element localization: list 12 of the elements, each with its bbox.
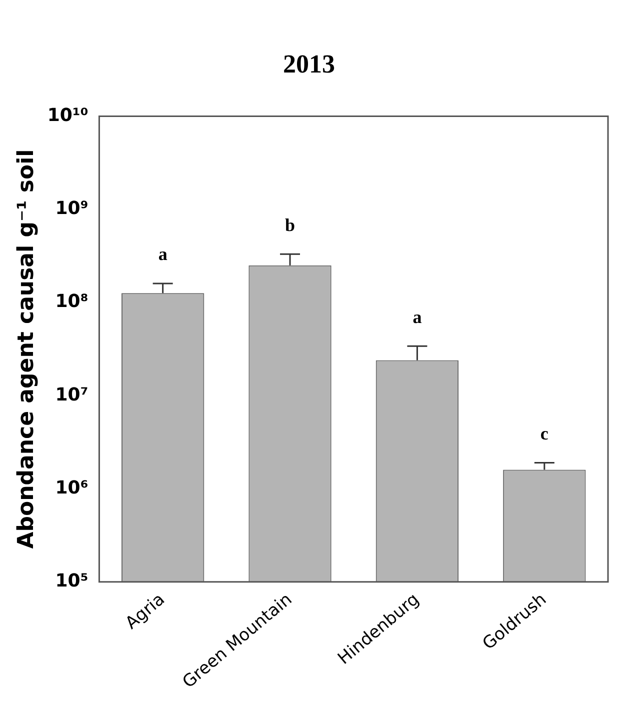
y-tick-label: 10⁶ [55,477,88,498]
annotation: c [540,423,548,444]
y-axis-title: Abondance agent causal g⁻¹ soil [14,149,39,549]
y-tick-label: 10⁵ [55,570,88,592]
annotation: a [158,244,168,264]
annotation: b [285,214,296,235]
y-tick-label: 10⁹ [55,198,88,220]
annotation: a [412,306,422,327]
y-tick-label: 10⁷ [55,384,88,406]
chart-title: 2013 [283,49,335,78]
y-tick-label: 10¹⁰ [47,104,88,126]
y-tick-label: 10⁸ [55,291,88,312]
